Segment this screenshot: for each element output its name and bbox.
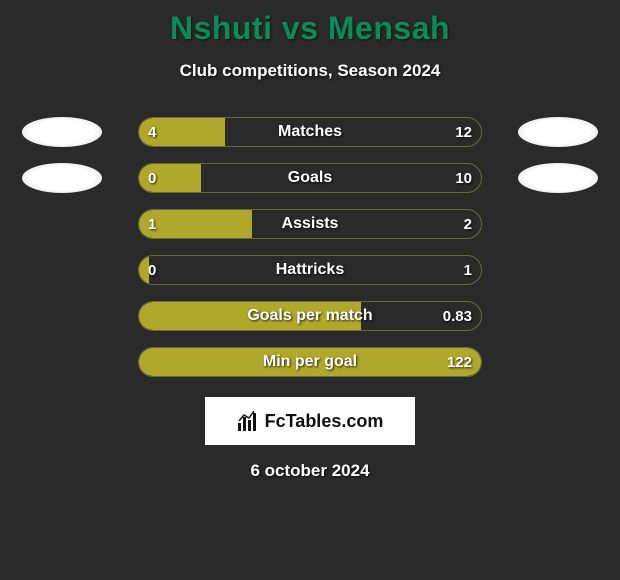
right-value: 1 [464,262,472,279]
stat-row: 0 Hattricks 1 [0,247,620,293]
bar-fill [139,302,361,330]
stat-row: 0 Goals 10 [0,155,620,201]
chart-bars-icon [237,411,259,431]
crest-left-icon [22,163,102,193]
bar-track [138,117,482,147]
stat-row: 4 Matches 12 [0,109,620,155]
left-value: 1 [148,216,156,233]
bar-fill [139,348,481,376]
left-value: 4 [148,124,156,141]
left-value: 0 [148,262,156,279]
left-value: 0 [148,170,156,187]
crest-right-icon [518,117,598,147]
bar-track [138,163,482,193]
stat-row: 1 Assists 2 [0,201,620,247]
subtitle: Club competitions, Season 2024 [0,61,620,81]
crest-left-icon [22,117,102,147]
bar-track [138,301,482,331]
bar-track [138,209,482,239]
page-title: Nshuti vs Mensah [0,0,620,47]
branding-badge[interactable]: FcTables.com [205,397,415,445]
comparison-chart: 4 Matches 12 0 Goals 10 1 Assists 2 0 Ha… [0,109,620,385]
bar-track [138,255,482,285]
right-value: 2 [464,216,472,233]
stat-row: Min per goal 122 [0,339,620,385]
right-value: 122 [447,354,472,371]
right-value: 0.83 [443,308,472,325]
bar-track [138,347,482,377]
right-value: 10 [455,170,472,187]
right-value: 12 [455,124,472,141]
date-text: 6 october 2024 [0,461,620,481]
crest-right-icon [518,163,598,193]
stat-row: Goals per match 0.83 [0,293,620,339]
branding-text: FcTables.com [265,411,384,432]
